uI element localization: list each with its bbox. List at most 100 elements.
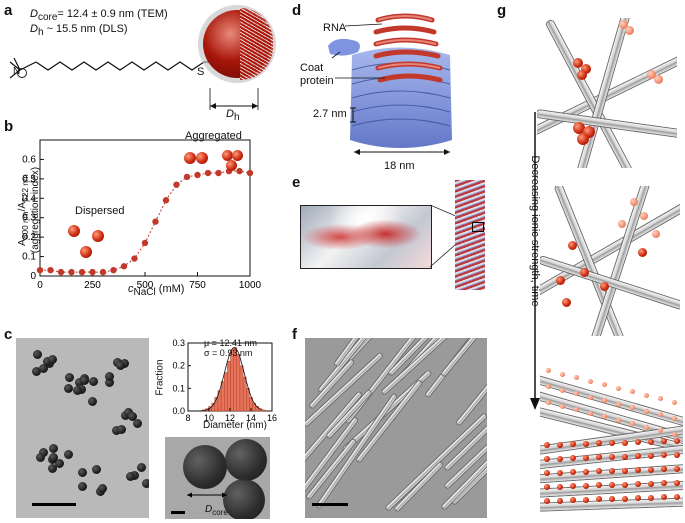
ionic-strength-label: Decreasing ionic strength, time — [529, 155, 541, 307]
decorated-particle — [557, 455, 563, 462]
tmv-rod — [441, 449, 487, 510]
decorated-particle — [544, 484, 550, 490]
hist-bar — [227, 360, 231, 412]
decorated-particle — [635, 439, 641, 446]
tmv-rod-surface — [455, 180, 485, 290]
size-histogram: 8 10 12 14 16 0.0 0.1 0.2 0.3 — [172, 338, 277, 423]
decorated-particle — [658, 428, 663, 433]
decorated-particle — [544, 456, 550, 462]
decorated-particle — [583, 454, 589, 461]
decorated-particle — [630, 389, 635, 394]
data-point — [183, 173, 191, 181]
x-tick-label: 500 — [137, 280, 154, 291]
nanoparticle — [92, 465, 102, 475]
panel-label-a: a — [4, 2, 13, 19]
decorated-particle — [596, 496, 602, 503]
decorated-particle — [674, 494, 680, 500]
nanoparticle — [78, 481, 88, 491]
data-point — [99, 268, 107, 276]
decorated-particle — [644, 408, 649, 414]
decorated-particle — [596, 468, 602, 475]
y-tick-label: 0.1 — [22, 252, 36, 263]
hist-x-tick-label: 16 — [267, 413, 277, 423]
tmv-structure-model — [328, 13, 452, 155]
decorated-particle — [648, 452, 654, 459]
aggregated-particle — [184, 152, 196, 164]
decorated-particle — [630, 421, 635, 426]
decorated-particle — [644, 424, 649, 430]
dispersed-particle — [92, 230, 104, 242]
decorated-particle — [557, 469, 563, 476]
decorated-particle — [658, 412, 663, 417]
decorated-particle — [583, 440, 589, 447]
decorated-particle — [560, 387, 565, 393]
aggregated-particle — [196, 152, 208, 164]
nanoparticle — [32, 366, 42, 376]
data-point — [246, 169, 254, 177]
decorated-particle — [583, 496, 589, 503]
hist-bar — [224, 372, 228, 412]
decorated-particle — [672, 399, 677, 405]
data-point — [131, 255, 138, 262]
nanoparticle — [80, 376, 90, 386]
aggregated-particle — [222, 150, 233, 161]
tem-image-tmv-rods — [305, 338, 487, 518]
data-point — [152, 218, 159, 225]
scheme-stage-2 — [540, 186, 680, 336]
decorated-particle — [546, 384, 551, 389]
hist-y-tick-label: 0.3 — [172, 338, 185, 348]
dh-arrow-label: Dh — [226, 108, 240, 124]
hist-bar — [236, 354, 241, 412]
data-point — [110, 266, 117, 274]
dcore-arrow — [187, 492, 227, 498]
decorated-particle — [546, 400, 551, 405]
nanoparticle — [65, 373, 75, 383]
decorated-particle — [644, 392, 649, 398]
aggregation-chart: 0 250 500 750 1000 0 0.1 0.2 0.3 0.4 0.5 0.6 — [22, 139, 262, 291]
decorated-particle — [672, 431, 677, 437]
decorated-particle — [560, 371, 565, 377]
decorated-particle — [616, 401, 621, 407]
nanoparticle — [97, 484, 107, 494]
hist-x-tick-label: 12 — [225, 413, 235, 423]
annotation-dispersed: Dispersed — [75, 205, 125, 217]
hrtem-image — [165, 437, 270, 519]
decorated-particle — [574, 407, 579, 412]
decorated-particle — [672, 415, 677, 421]
decorated-particle — [570, 469, 576, 476]
data-point — [162, 197, 170, 204]
decorated-particle — [609, 496, 615, 502]
decorated-particle — [602, 398, 607, 403]
decorated-particle — [661, 438, 667, 445]
hist-bar — [220, 381, 225, 412]
scale-bar — [32, 503, 76, 506]
nanoparticle — [72, 386, 82, 396]
decorated-particle — [570, 455, 576, 462]
decorated-particle — [674, 466, 680, 472]
hist-ylabel: Fraction — [154, 359, 166, 396]
decorated-particle — [609, 468, 615, 474]
plot-frame — [39, 139, 251, 277]
hist-x-tick-label: 10 — [204, 413, 214, 423]
decorated-particle — [661, 494, 667, 501]
tmv-rod — [394, 462, 444, 512]
nanoparticle — [77, 468, 87, 478]
protein-label: protein — [300, 75, 334, 87]
nanoparticle — [132, 418, 142, 428]
dcore-annotation: Dcore= 12.4 ± 0.9 nm (TEM) — [30, 8, 168, 24]
hist-bar — [261, 409, 266, 412]
decorated-particle — [622, 481, 628, 488]
pitch-label: 2.7 nm — [313, 108, 347, 120]
y-tick-label: 0.5 — [22, 174, 36, 185]
data-point — [78, 268, 86, 276]
nanoparticle — [48, 444, 58, 454]
nanoparticle — [63, 383, 73, 393]
data-point — [68, 268, 75, 276]
nanoparticle — [48, 453, 58, 463]
nanoparticle — [105, 377, 115, 387]
hist-x-tick-label: 8 — [185, 413, 190, 423]
n-atom-label: N — [13, 66, 21, 77]
dh-annotation: Dh ~ 15.5 nm (DLS) — [30, 23, 128, 39]
decorated-particle — [557, 441, 563, 448]
decorated-particle — [557, 497, 563, 504]
